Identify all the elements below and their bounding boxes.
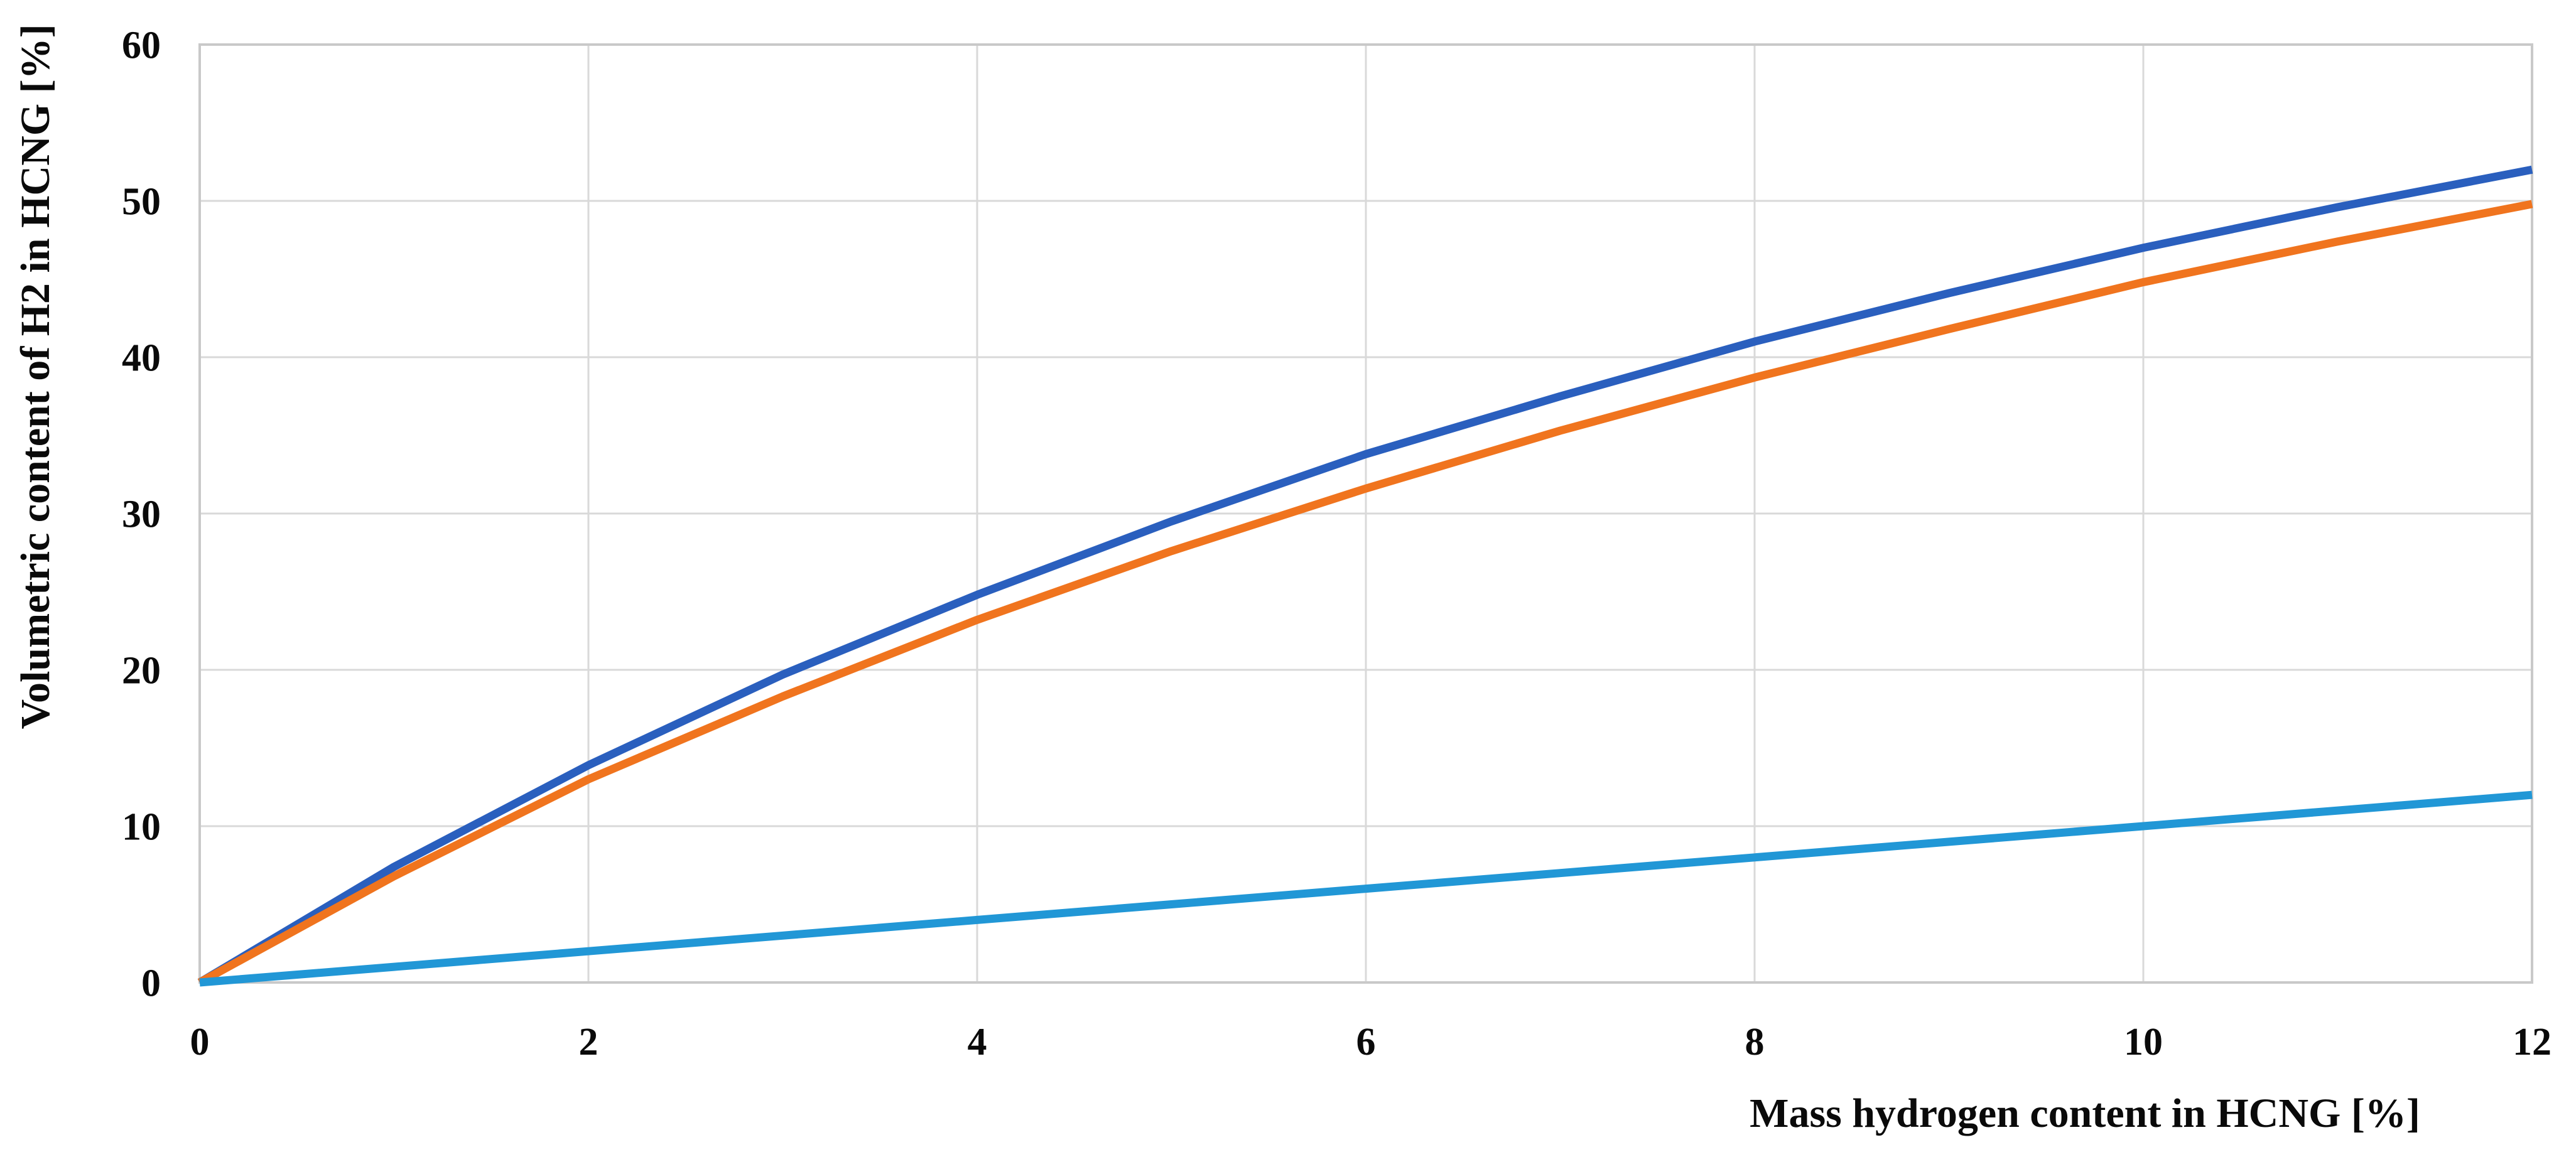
dark-blue-curve: [197, 165, 2533, 986]
x-tick-label: 6: [1356, 1021, 1376, 1063]
x-tick-label: 12: [2513, 1021, 2552, 1063]
gridlines: [200, 45, 2532, 982]
y-tick-labels: 0 10 20 30 40 50 60: [122, 24, 161, 1005]
y-tick-label: 20: [122, 650, 161, 692]
x-axis-title: Mass hydrogen content in HCNG [%]: [1750, 1090, 2420, 1136]
plot-border: [198, 43, 2533, 984]
y-tick-label: 10: [122, 806, 161, 849]
y-tick-label: 50: [122, 181, 161, 223]
series-lines: [197, 165, 2533, 987]
light-blue-line: [199, 790, 2533, 987]
y-axis-title: Volumetric content of H2 in HCNG [%]: [13, 24, 58, 729]
x-tick-label: 10: [2124, 1021, 2163, 1063]
y-tick-label: 0: [141, 962, 161, 1005]
x-tick-label: 8: [1745, 1021, 1765, 1063]
x-tick-label: 4: [968, 1021, 987, 1063]
y-tick-label: 60: [122, 24, 161, 67]
y-tick-label: 30: [122, 493, 161, 536]
y-tick-label: 40: [122, 337, 161, 380]
orange-curve: [197, 200, 2533, 986]
x-tick-label: 0: [190, 1021, 210, 1063]
x-tick-labels: 0 2 4 6 8 10 12: [190, 1021, 2552, 1063]
x-tick-label: 2: [579, 1021, 598, 1063]
